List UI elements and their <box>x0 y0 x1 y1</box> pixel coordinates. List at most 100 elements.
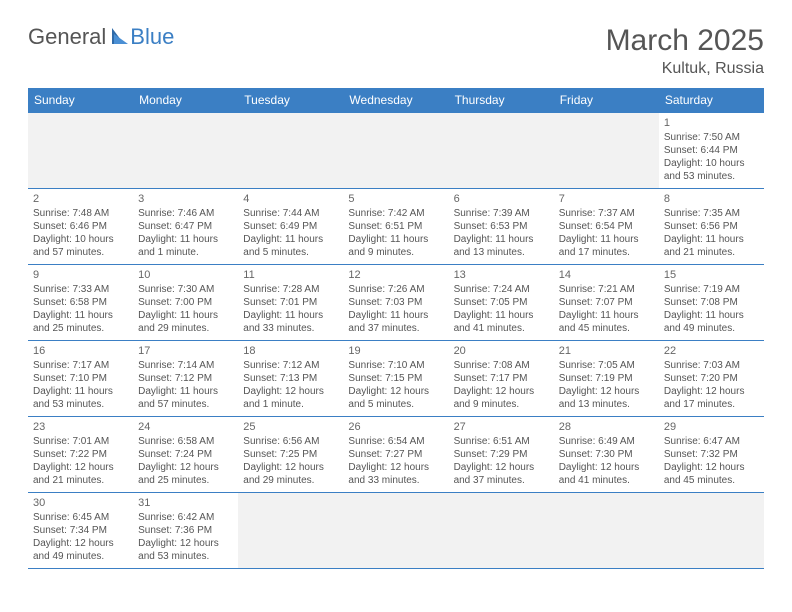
sunset-line: Sunset: 7:03 PM <box>348 296 443 309</box>
daylight-line: Daylight: 11 hours and 53 minutes. <box>33 385 128 411</box>
sunset-line: Sunset: 7:01 PM <box>243 296 338 309</box>
sunset-line: Sunset: 7:32 PM <box>664 448 759 461</box>
sunrise-line: Sunrise: 7:35 AM <box>664 207 759 220</box>
daylight-line: Daylight: 11 hours and 29 minutes. <box>138 309 233 335</box>
sunset-line: Sunset: 7:08 PM <box>664 296 759 309</box>
sunrise-line: Sunrise: 6:42 AM <box>138 511 233 524</box>
day-cell: 20Sunrise: 7:08 AMSunset: 7:17 PMDayligh… <box>449 341 554 417</box>
calendar-page: General Blue March 2025 Kultuk, Russia S… <box>0 0 792 593</box>
day-number: 30 <box>33 496 128 510</box>
daylight-line: Daylight: 12 hours and 53 minutes. <box>138 537 233 563</box>
sunrise-line: Sunrise: 6:51 AM <box>454 435 549 448</box>
sunrise-line: Sunrise: 6:56 AM <box>243 435 338 448</box>
daylight-line: Daylight: 12 hours and 1 minute. <box>243 385 338 411</box>
day-cell: 30Sunrise: 6:45 AMSunset: 7:34 PMDayligh… <box>28 493 133 569</box>
sunrise-line: Sunrise: 6:54 AM <box>348 435 443 448</box>
day-number: 2 <box>33 192 128 206</box>
sunset-line: Sunset: 6:46 PM <box>33 220 128 233</box>
sunrise-line: Sunrise: 7:33 AM <box>33 283 128 296</box>
day-number: 23 <box>33 420 128 434</box>
sunrise-line: Sunrise: 7:28 AM <box>243 283 338 296</box>
day-cell: 12Sunrise: 7:26 AMSunset: 7:03 PMDayligh… <box>343 265 448 341</box>
day-cell: 26Sunrise: 6:54 AMSunset: 7:27 PMDayligh… <box>343 417 448 493</box>
day-cell: 29Sunrise: 6:47 AMSunset: 7:32 PMDayligh… <box>659 417 764 493</box>
calendar-row: 2Sunrise: 7:48 AMSunset: 6:46 PM Daylight… <box>28 189 764 265</box>
daylight-line: Daylight: 12 hours and 37 minutes. <box>454 461 549 487</box>
day-cell: 21Sunrise: 7:05 AMSunset: 7:19 PMDayligh… <box>554 341 659 417</box>
daylight-line: Daylight: 12 hours and 17 minutes. <box>664 385 759 411</box>
location-label: Kultuk, Russia <box>606 60 764 78</box>
calendar-row: 30Sunrise: 6:45 AMSunset: 7:34 PMDayligh… <box>28 493 764 569</box>
sunrise-line: Sunrise: 7:17 AM <box>33 359 128 372</box>
daylight-line: Daylight: 12 hours and 49 minutes. <box>33 537 128 563</box>
daylight-line: Daylight: 12 hours and 25 minutes. <box>138 461 233 487</box>
day-number: 11 <box>243 268 338 282</box>
daylight-line: Daylight: 11 hours and 41 minutes. <box>454 309 549 335</box>
sunrise-line: Sunrise: 7:21 AM <box>559 283 654 296</box>
empty-cell <box>659 493 764 569</box>
day-number: 7 <box>559 192 654 206</box>
empty-cell <box>238 113 343 189</box>
daylight-line: Daylight: 11 hours and 49 minutes. <box>664 309 759 335</box>
day-cell: 3Sunrise: 7:46 AMSunset: 6:47 PMDaylight… <box>133 189 238 265</box>
day-cell: 25Sunrise: 6:56 AMSunset: 7:25 PMDayligh… <box>238 417 343 493</box>
sunrise-line: Sunrise: 7:19 AM <box>664 283 759 296</box>
sunrise-line: Sunrise: 7:08 AM <box>454 359 549 372</box>
sunset-line: Sunset: 6:44 PM <box>664 144 759 157</box>
empty-cell <box>238 493 343 569</box>
sunrise-line: Sunrise: 7:12 AM <box>243 359 338 372</box>
title-block: March 2025 Kultuk, Russia <box>606 24 764 78</box>
daylight-line: Daylight: 11 hours and 9 minutes. <box>348 233 443 259</box>
day-cell: 10Sunrise: 7:30 AMSunset: 7:00 PMDayligh… <box>133 265 238 341</box>
day-number: 5 <box>348 192 443 206</box>
sunrise-line: Sunrise: 7:03 AM <box>664 359 759 372</box>
page-title: March 2025 <box>606 24 764 58</box>
day-number: 28 <box>559 420 654 434</box>
day-cell: 2Sunrise: 7:48 AMSunset: 6:46 PMDaylight… <box>28 189 133 265</box>
sunrise-line: Sunrise: 7:24 AM <box>454 283 549 296</box>
daylight-line: Daylight: 11 hours and 5 minutes. <box>243 233 338 259</box>
daylight-line: Daylight: 11 hours and 25 minutes. <box>33 309 128 335</box>
dow-tuesday: Tuesday <box>238 88 343 113</box>
empty-cell <box>343 493 448 569</box>
day-cell: 5Sunrise: 7:42 AMSunset: 6:51 PMDaylight… <box>343 189 448 265</box>
day-number: 13 <box>454 268 549 282</box>
day-number: 29 <box>664 420 759 434</box>
dow-monday: Monday <box>133 88 238 113</box>
sunset-line: Sunset: 6:56 PM <box>664 220 759 233</box>
empty-cell <box>449 113 554 189</box>
day-cell: 7Sunrise: 7:37 AMSunset: 6:54 PMDaylight… <box>554 189 659 265</box>
sunset-line: Sunset: 7:17 PM <box>454 372 549 385</box>
day-number: 24 <box>138 420 233 434</box>
day-number: 12 <box>348 268 443 282</box>
daylight-line: Daylight: 11 hours and 17 minutes. <box>559 233 654 259</box>
sunrise-line: Sunrise: 6:58 AM <box>138 435 233 448</box>
sunset-line: Sunset: 7:34 PM <box>33 524 128 537</box>
calendar-row: 9Sunrise: 7:33 AMSunset: 6:58 PMDaylight… <box>28 265 764 341</box>
day-cell: 23Sunrise: 7:01 AMSunset: 7:22 PMDayligh… <box>28 417 133 493</box>
sunset-line: Sunset: 7:22 PM <box>33 448 128 461</box>
logo-text-1: General <box>28 24 106 50</box>
sunset-line: Sunset: 6:53 PM <box>454 220 549 233</box>
sunrise-line: Sunrise: 7:42 AM <box>348 207 443 220</box>
day-number: 4 <box>243 192 338 206</box>
sunset-line: Sunset: 7:30 PM <box>559 448 654 461</box>
sunset-line: Sunset: 7:29 PM <box>454 448 549 461</box>
day-cell: 24Sunrise: 6:58 AMSunset: 7:24 PMDayligh… <box>133 417 238 493</box>
sunrise-line: Sunrise: 7:48 AM <box>33 207 128 220</box>
day-number: 14 <box>559 268 654 282</box>
day-cell: 18Sunrise: 7:12 AMSunset: 7:13 PMDayligh… <box>238 341 343 417</box>
day-cell: 1Sunrise: 7:50 AMSunset: 6:44 PMDaylight… <box>659 113 764 189</box>
dow-wednesday: Wednesday <box>343 88 448 113</box>
calendar-row: 16Sunrise: 7:17 AMSunset: 7:10 PMDayligh… <box>28 341 764 417</box>
sunrise-line: Sunrise: 6:49 AM <box>559 435 654 448</box>
sunrise-line: Sunrise: 7:05 AM <box>559 359 654 372</box>
day-cell: 31Sunrise: 6:42 AMSunset: 7:36 PMDayligh… <box>133 493 238 569</box>
sunrise-line: Sunrise: 7:37 AM <box>559 207 654 220</box>
sunrise-line: Sunrise: 7:39 AM <box>454 207 549 220</box>
day-cell: 16Sunrise: 7:17 AMSunset: 7:10 PMDayligh… <box>28 341 133 417</box>
day-of-week-row: Sunday Monday Tuesday Wednesday Thursday… <box>28 88 764 113</box>
sunset-line: Sunset: 6:47 PM <box>138 220 233 233</box>
sail-icon <box>110 28 130 46</box>
sunset-line: Sunset: 6:51 PM <box>348 220 443 233</box>
